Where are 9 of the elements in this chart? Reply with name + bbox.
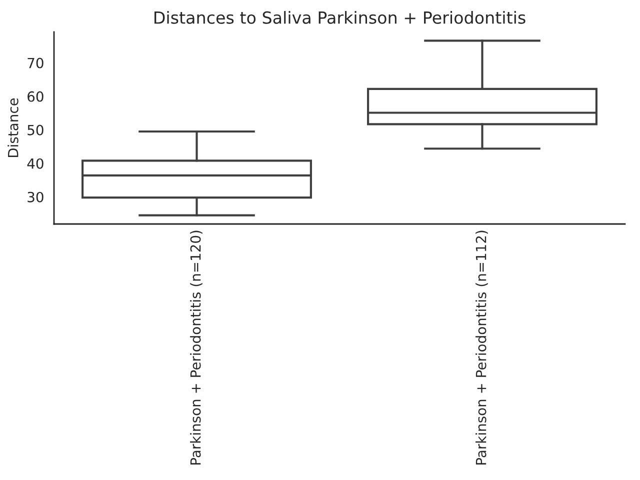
y-tick-label: 70	[28, 58, 44, 68]
y-axis-title: Distance	[8, 98, 18, 157]
y-tick-label: 60	[28, 91, 44, 102]
y-tick-label: 30	[28, 192, 44, 202]
x-tick-label: Parkinson + Periodontitis (n=120)	[190, 230, 202, 465]
chart-title: Distances to Saliva Parkinson + Periodontitis	[154, 11, 526, 24]
y-tick-label: 50	[28, 124, 44, 136]
x-tick-label: Parkinson + Periodontitis (n=112)	[476, 230, 488, 465]
y-tick-label: 40	[27, 158, 44, 169]
